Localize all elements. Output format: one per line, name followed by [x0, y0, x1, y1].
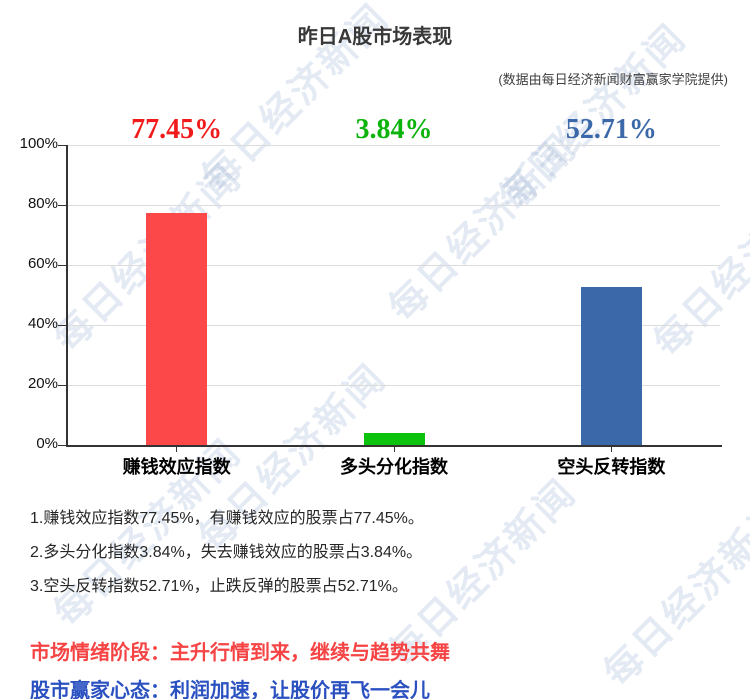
y-axis-tick — [58, 205, 66, 206]
note-line: 3.空头反转指数52.71%，止跌反弹的股票占52.71%。 — [30, 578, 408, 595]
note-line: 1.赚钱效应指数77.45%，有赚钱效应的股票占77.45%。 — [30, 510, 424, 527]
y-axis-label: 20% — [27, 375, 58, 392]
x-axis-tick — [610, 447, 612, 452]
watermark-text: 每日经济新闻 — [381, 126, 586, 331]
grid-line — [68, 265, 720, 266]
market-sentiment-line: 市场情绪阶段：主升行情到来，继续与趋势共舞 — [30, 642, 450, 664]
bar-value-label: 77.45% — [131, 114, 223, 145]
x-axis-category-label: 空头反转指数 — [557, 457, 666, 477]
x-axis-category-label: 多头分化指数 — [340, 457, 448, 477]
watermark-text: 每日经济新闻 — [39, 149, 252, 362]
watermark-text: 每日经济新闻 — [596, 491, 750, 696]
y-axis-label: 80% — [27, 195, 58, 212]
y-axis-tick — [58, 445, 66, 446]
y-axis-tick — [58, 145, 66, 146]
grid-line — [68, 205, 720, 206]
x-axis-tick — [176, 447, 178, 452]
x-axis-line — [66, 445, 722, 447]
y-axis-label: 100% — [19, 135, 58, 152]
bar — [580, 286, 642, 445]
data-source-note: (数据由每日经济新闻财富赢家学院提供) — [498, 72, 728, 87]
bar-value-label: 52.71% — [565, 114, 657, 145]
y-axis-tick — [58, 385, 66, 386]
page-title: 昨日A股市场表现 — [297, 26, 453, 48]
bar-value-label: 3.84% — [355, 114, 433, 145]
y-axis-label: 60% — [27, 255, 58, 272]
bar — [363, 433, 425, 445]
grid-line — [68, 385, 720, 386]
notes-block: 1.赚钱效应指数77.45%，有赚钱效应的股票占77.45%。 2.多头分化指数… — [30, 502, 424, 604]
x-axis-category-label: 赚钱效应指数 — [122, 457, 231, 477]
x-axis-tick — [393, 447, 395, 452]
grid-line — [68, 145, 720, 146]
winner-mindset-line: 股市赢家心态：利润加速，让股价再飞一会儿 — [30, 680, 430, 699]
y-axis-label: 40% — [27, 315, 58, 332]
y-axis-line — [66, 145, 68, 447]
y-axis-tick — [58, 265, 66, 266]
y-axis-label: 0% — [36, 435, 58, 452]
grid-line — [68, 325, 720, 326]
note-line: 2.多头分化指数3.84%，失去赚钱效应的股票占3.84%。 — [30, 544, 423, 561]
watermark-text: 每日经济新闻 — [646, 161, 750, 366]
y-axis-tick — [58, 325, 66, 326]
bar — [146, 212, 208, 445]
